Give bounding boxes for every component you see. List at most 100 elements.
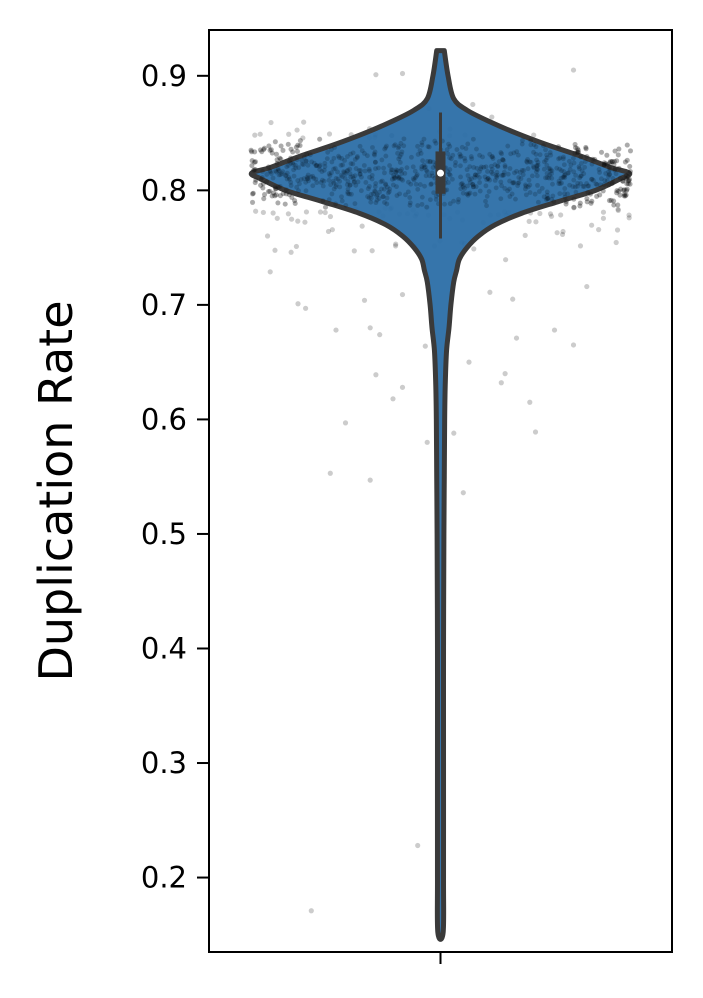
data-point xyxy=(373,72,379,78)
data-point-overlay xyxy=(359,148,365,154)
data-point-overlay xyxy=(608,159,613,164)
data-point-overlay xyxy=(571,196,577,202)
data-point-overlay xyxy=(359,174,364,180)
data-point xyxy=(351,248,357,254)
data-point-overlay xyxy=(545,196,550,202)
data-point-overlay xyxy=(556,181,562,186)
data-point-overlay xyxy=(280,191,286,196)
data-point-overlay xyxy=(474,146,479,152)
data-point-overlay xyxy=(606,182,612,188)
data-point-overlay xyxy=(541,166,547,172)
data-point-overlay xyxy=(343,171,349,177)
data-point-overlay xyxy=(429,170,435,176)
data-point-overlay xyxy=(524,159,530,165)
data-point-overlay xyxy=(329,159,335,165)
data-point-overlay xyxy=(508,151,514,157)
data-point xyxy=(503,257,509,263)
data-point-overlay xyxy=(396,176,402,182)
data-point-overlay xyxy=(487,151,493,157)
data-point-overlay xyxy=(601,162,607,168)
data-point xyxy=(583,146,589,152)
data-point-overlay xyxy=(376,165,381,171)
data-point-overlay xyxy=(467,190,473,196)
data-point-overlay xyxy=(484,177,490,183)
data-point-overlay xyxy=(264,172,270,177)
data-point-overlay xyxy=(490,171,496,177)
data-point-overlay xyxy=(284,164,290,170)
data-point-overlay xyxy=(498,150,504,155)
data-point-overlay xyxy=(350,174,356,179)
data-point-overlay xyxy=(276,184,281,190)
data-point-overlay xyxy=(371,151,377,157)
data-point-overlay xyxy=(516,175,522,180)
data-point-overlay xyxy=(573,172,579,178)
data-point-overlay xyxy=(301,162,306,168)
data-point-overlay xyxy=(591,178,596,183)
data-point-overlay xyxy=(601,160,607,166)
data-point xyxy=(574,146,580,152)
data-point-overlay xyxy=(394,184,399,190)
data-point-overlay xyxy=(276,168,282,174)
data-point-overlay xyxy=(304,176,310,182)
data-point-overlay xyxy=(485,176,491,181)
data-point-overlay xyxy=(394,173,400,179)
data-point-overlay xyxy=(278,156,284,162)
data-point-overlay xyxy=(297,181,302,187)
data-point-overlay xyxy=(396,175,401,180)
data-point-overlay xyxy=(262,145,267,151)
data-point-overlay xyxy=(369,176,375,182)
data-point-overlay xyxy=(607,164,612,170)
data-point xyxy=(302,219,308,225)
data-point-overlay xyxy=(388,170,394,176)
data-point xyxy=(272,193,278,199)
data-point-overlay xyxy=(322,160,328,166)
data-point-overlay xyxy=(323,204,328,210)
data-point-overlay xyxy=(597,170,602,175)
data-point-overlay xyxy=(427,173,433,179)
data-point-overlay xyxy=(468,154,474,159)
data-point xyxy=(258,182,264,188)
data-point xyxy=(367,477,373,483)
data-point-overlay xyxy=(577,175,583,181)
data-point xyxy=(248,149,255,155)
data-point-overlay xyxy=(357,143,363,149)
data-point xyxy=(273,192,279,198)
data-point-overlay xyxy=(599,149,604,155)
data-point-overlay xyxy=(297,138,303,144)
data-point-overlay xyxy=(313,162,319,168)
data-point-overlay xyxy=(584,181,589,186)
data-point-overlay xyxy=(498,196,504,202)
data-point-overlay xyxy=(571,169,577,175)
data-point-overlay xyxy=(622,187,627,193)
data-point-overlay xyxy=(501,158,506,163)
data-point-overlay xyxy=(278,172,283,178)
data-point xyxy=(621,187,628,193)
data-point-overlay xyxy=(544,171,550,176)
data-point-overlay xyxy=(603,161,609,167)
data-point xyxy=(489,114,495,120)
data-point-overlay xyxy=(605,162,610,168)
data-point-overlay xyxy=(559,168,564,174)
data-point-overlay xyxy=(415,186,421,192)
data-point-overlay xyxy=(342,170,347,175)
data-point-overlay xyxy=(571,160,577,166)
data-point xyxy=(560,228,566,235)
data-point-overlay xyxy=(389,176,395,182)
data-point-overlay xyxy=(615,152,621,158)
data-point-overlay xyxy=(525,157,530,162)
data-point-overlay xyxy=(521,168,527,173)
data-point-overlay xyxy=(333,175,339,181)
data-point xyxy=(327,470,333,476)
data-point-overlay xyxy=(606,172,612,178)
data-point xyxy=(274,157,280,163)
data-point xyxy=(269,193,275,199)
data-point-overlay xyxy=(523,183,529,189)
data-point-overlay xyxy=(601,162,607,167)
data-point-overlay xyxy=(571,155,576,161)
data-point xyxy=(470,101,476,108)
violin-body xyxy=(248,48,633,942)
data-point-overlay xyxy=(484,193,490,199)
data-point-overlay xyxy=(402,170,408,176)
data-point-overlay xyxy=(525,166,531,172)
data-point-overlay xyxy=(527,190,533,195)
